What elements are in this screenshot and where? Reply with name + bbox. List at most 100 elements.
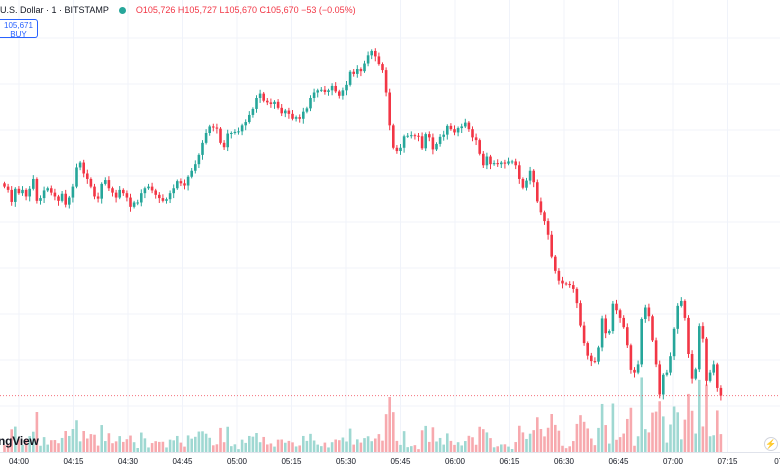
candle-body[interactable]	[708, 372, 712, 381]
candle-body[interactable]	[489, 156, 492, 165]
candle-body[interactable]	[356, 68, 359, 74]
candle-body[interactable]	[158, 194, 161, 199]
candle-body[interactable]	[680, 300, 683, 306]
candle-body[interactable]	[86, 173, 89, 179]
lightning-icon[interactable]: ⚡	[764, 437, 778, 451]
candle-body[interactable]	[492, 163, 496, 165]
candle-body[interactable]	[32, 178, 35, 189]
candle-body[interactable]	[514, 161, 517, 166]
candle-body[interactable]	[654, 340, 658, 365]
candle-body[interactable]	[262, 93, 265, 101]
candle-body[interactable]	[420, 136, 424, 149]
candle-body[interactable]	[183, 183, 186, 186]
candle-body[interactable]	[172, 188, 175, 194]
candle-body[interactable]	[618, 310, 622, 318]
candle-body[interactable]	[579, 303, 582, 326]
candle-body[interactable]	[593, 361, 597, 363]
candle-body[interactable]	[568, 283, 571, 286]
candle-body[interactable]	[96, 196, 100, 199]
candle-body[interactable]	[392, 125, 395, 148]
candle-body[interactable]	[640, 319, 643, 365]
candle-body[interactable]	[179, 181, 183, 184]
candle-body[interactable]	[464, 122, 467, 127]
candle-body[interactable]	[140, 193, 143, 203]
candle-body[interactable]	[14, 188, 17, 202]
candle-body[interactable]	[57, 196, 60, 201]
candle-body[interactable]	[467, 122, 471, 130]
candle-body[interactable]	[543, 212, 546, 222]
candle-body[interactable]	[485, 156, 489, 166]
candle-body[interactable]	[194, 164, 197, 171]
candle-body[interactable]	[600, 318, 604, 348]
candle-body[interactable]	[186, 176, 190, 186]
candle-body[interactable]	[690, 354, 694, 379]
candle-body[interactable]	[424, 134, 427, 149]
candle-body[interactable]	[536, 182, 539, 202]
candle-body[interactable]	[665, 372, 669, 375]
candle-body[interactable]	[327, 90, 330, 92]
candle-body[interactable]	[147, 186, 150, 189]
candle-body[interactable]	[633, 369, 636, 373]
candle-body[interactable]	[320, 89, 323, 91]
candle-body[interactable]	[406, 135, 409, 137]
candle-body[interactable]	[17, 188, 21, 194]
candle-body[interactable]	[698, 326, 701, 370]
candle-body[interactable]	[345, 84, 348, 91]
candle-body[interactable]	[366, 55, 370, 64]
candle-body[interactable]	[622, 317, 625, 328]
candle-body[interactable]	[150, 186, 154, 191]
candle-body[interactable]	[539, 201, 543, 213]
candle-body[interactable]	[143, 188, 147, 194]
candle-body[interactable]	[305, 108, 309, 112]
candle-body[interactable]	[363, 63, 366, 72]
candle-body[interactable]	[417, 135, 420, 137]
candle-body[interactable]	[93, 186, 96, 197]
candle-body[interactable]	[251, 108, 255, 115]
candle-body[interactable]	[370, 50, 373, 56]
candle-body[interactable]	[89, 178, 93, 187]
candle-body[interactable]	[644, 307, 647, 319]
candle-body[interactable]	[716, 364, 719, 388]
candle-body[interactable]	[312, 92, 316, 98]
candle-body[interactable]	[291, 113, 294, 119]
candle-body[interactable]	[276, 101, 280, 108]
candle-body[interactable]	[226, 133, 229, 148]
candle-body[interactable]	[658, 364, 661, 395]
candle-body[interactable]	[374, 50, 377, 57]
candle-body[interactable]	[525, 180, 528, 188]
candle-body[interactable]	[507, 161, 510, 164]
candle-body[interactable]	[50, 188, 53, 193]
candle-body[interactable]	[68, 197, 71, 205]
candle-body[interactable]	[287, 110, 291, 114]
candle-body[interactable]	[456, 128, 460, 133]
candle-body[interactable]	[669, 356, 672, 373]
candle-body[interactable]	[478, 140, 481, 154]
candle-body[interactable]	[46, 188, 49, 191]
candle-body[interactable]	[21, 189, 24, 194]
candle-body[interactable]	[154, 190, 157, 195]
candle-body[interactable]	[550, 234, 553, 257]
candle-body[interactable]	[215, 127, 219, 129]
candle-body[interactable]	[255, 97, 258, 109]
candle-body[interactable]	[338, 91, 341, 96]
candle-body[interactable]	[35, 178, 39, 201]
time-axis[interactable]: 04:00 04:15 04:30 04:45 05:00 05:15 05:30 05:45…	[0, 452, 780, 471]
candle-body[interactable]	[118, 189, 121, 198]
candle-body[interactable]	[672, 328, 676, 357]
candle-body[interactable]	[273, 101, 276, 105]
candle-body[interactable]	[395, 147, 399, 152]
candle-body[interactable]	[219, 128, 222, 143]
candle-body[interactable]	[208, 126, 211, 133]
candle-body[interactable]	[561, 280, 564, 284]
candle-body[interactable]	[352, 71, 355, 74]
candle-body[interactable]	[316, 90, 319, 93]
candle-body[interactable]	[266, 100, 269, 103]
candle-body[interactable]	[240, 125, 244, 132]
candle-body[interactable]	[694, 369, 697, 379]
candle-body[interactable]	[258, 93, 262, 98]
candle-body[interactable]	[460, 126, 463, 129]
candle-body[interactable]	[330, 85, 334, 91]
candle-body[interactable]	[359, 68, 363, 72]
candle-body[interactable]	[402, 136, 406, 148]
